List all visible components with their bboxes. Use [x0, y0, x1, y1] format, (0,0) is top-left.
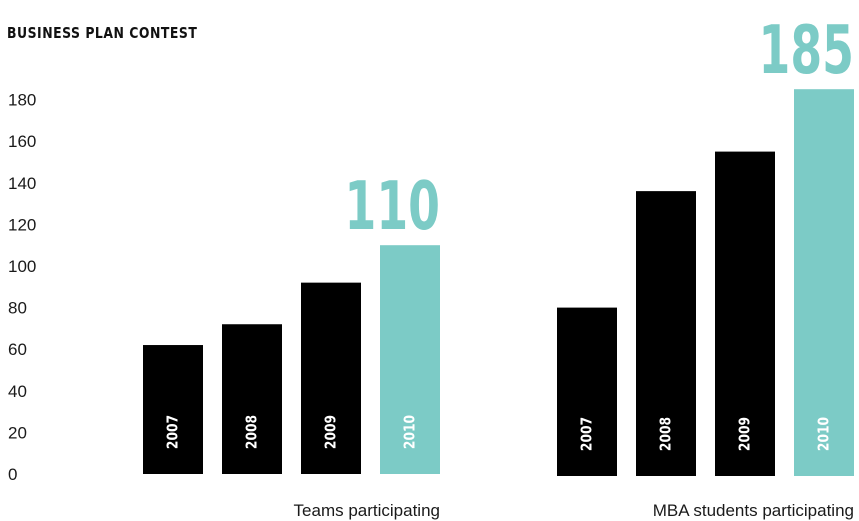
- y-tick-label: 20: [8, 423, 27, 442]
- y-tick-label: 60: [8, 340, 27, 359]
- y-tick-label: 180: [8, 91, 36, 110]
- bar-year-label: 2007: [164, 415, 181, 449]
- bar-year-label: 2009: [736, 417, 753, 451]
- bar-2010: [380, 245, 440, 474]
- bar-year-label: 2008: [657, 417, 674, 451]
- bar-2008: [222, 324, 282, 474]
- y-tick-label: 140: [8, 174, 36, 193]
- y-tick-label: 0: [8, 465, 17, 484]
- bar-2007: [557, 307, 617, 476]
- group-label: MBA students participating: [653, 501, 854, 520]
- bar-2010: [794, 89, 854, 476]
- highlight-value-label: 110: [345, 168, 440, 246]
- y-tick-label: 160: [8, 132, 36, 151]
- bar-2009: [301, 282, 361, 474]
- y-tick-label: 40: [8, 382, 27, 401]
- y-tick-label: 100: [8, 257, 36, 276]
- bar-2009: [715, 151, 775, 476]
- chart-title: BUSINESS PLAN CONTEST: [7, 24, 198, 42]
- highlight-value-label: 185: [759, 12, 854, 90]
- bar-year-label: 2010: [815, 417, 832, 451]
- y-axis: 0 20 40 60 80 100 120 140 160 180: [8, 91, 36, 484]
- y-tick-label: 80: [8, 299, 27, 318]
- y-tick-label: 120: [8, 215, 36, 234]
- bar-year-label: 2009: [322, 415, 339, 449]
- bar-2008: [636, 191, 696, 476]
- bar-group-2: 2007 2008 2009 2010 185 MBA students particip…: [557, 12, 854, 520]
- bar-year-label: 2007: [578, 417, 595, 451]
- bar-group-1: 2007 2008 2009 2010 110 Teams participating: [143, 168, 440, 520]
- bar-year-label: 2008: [243, 415, 260, 449]
- bar-year-label: 2010: [401, 415, 418, 449]
- group-label: Teams participating: [294, 501, 440, 520]
- bar-2007: [143, 345, 203, 474]
